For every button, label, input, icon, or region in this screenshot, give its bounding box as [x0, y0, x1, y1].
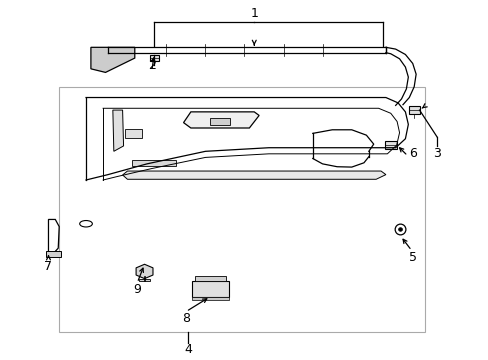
Bar — [408, 106, 419, 114]
Text: 6: 6 — [408, 147, 416, 159]
Bar — [192, 297, 228, 300]
Bar — [59, 87, 424, 332]
Polygon shape — [113, 110, 123, 151]
Text: 4: 4 — [184, 343, 192, 356]
Text: 9: 9 — [133, 283, 141, 296]
Polygon shape — [183, 112, 259, 128]
Bar — [46, 251, 61, 257]
Text: 1: 1 — [250, 7, 258, 20]
Text: 2: 2 — [147, 59, 156, 72]
Bar — [150, 55, 158, 61]
Bar — [192, 282, 228, 297]
Bar — [210, 118, 229, 126]
Bar — [384, 140, 396, 149]
Text: 5: 5 — [408, 251, 416, 264]
Bar — [132, 160, 176, 166]
Text: 3: 3 — [432, 147, 440, 159]
Bar — [125, 129, 142, 138]
Bar — [194, 276, 226, 282]
Polygon shape — [91, 47, 135, 72]
Polygon shape — [122, 171, 385, 179]
Bar — [139, 279, 150, 282]
Text: 7: 7 — [44, 260, 52, 273]
Ellipse shape — [398, 228, 402, 231]
Text: 8: 8 — [182, 311, 190, 325]
